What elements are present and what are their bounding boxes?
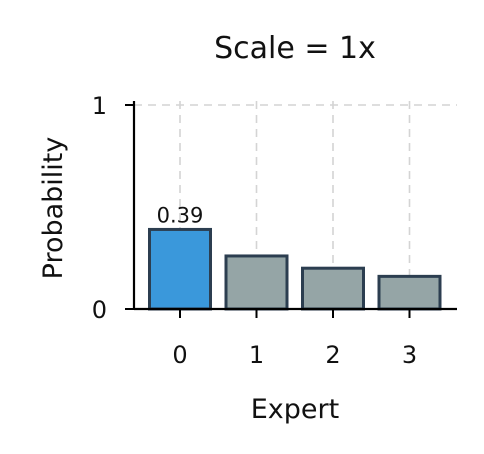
bar-expert-2 [301, 266, 365, 311]
y-ticks: 01 [92, 92, 134, 324]
x-tick-label: 1 [249, 341, 264, 369]
y-axis-label: Probability [38, 137, 69, 280]
chart-title: Scale = 1x [214, 31, 376, 66]
bar-expert-1 [224, 254, 289, 311]
bar-expert-3 [377, 274, 442, 311]
bar-expert-0 [148, 227, 212, 311]
y-tick-label: 1 [92, 92, 107, 120]
data-label: 0.39 [157, 203, 204, 227]
y-tick-label: 0 [92, 296, 107, 324]
x-tick-label: 2 [325, 341, 340, 369]
x-tick-label: 0 [172, 341, 187, 369]
x-tick-label: 3 [402, 341, 417, 369]
data-labels: 0.39 [157, 203, 204, 227]
x-axis-label: Expert [251, 394, 339, 425]
x-ticks: 0 1 2 3 [172, 309, 417, 369]
bars [148, 227, 442, 311]
